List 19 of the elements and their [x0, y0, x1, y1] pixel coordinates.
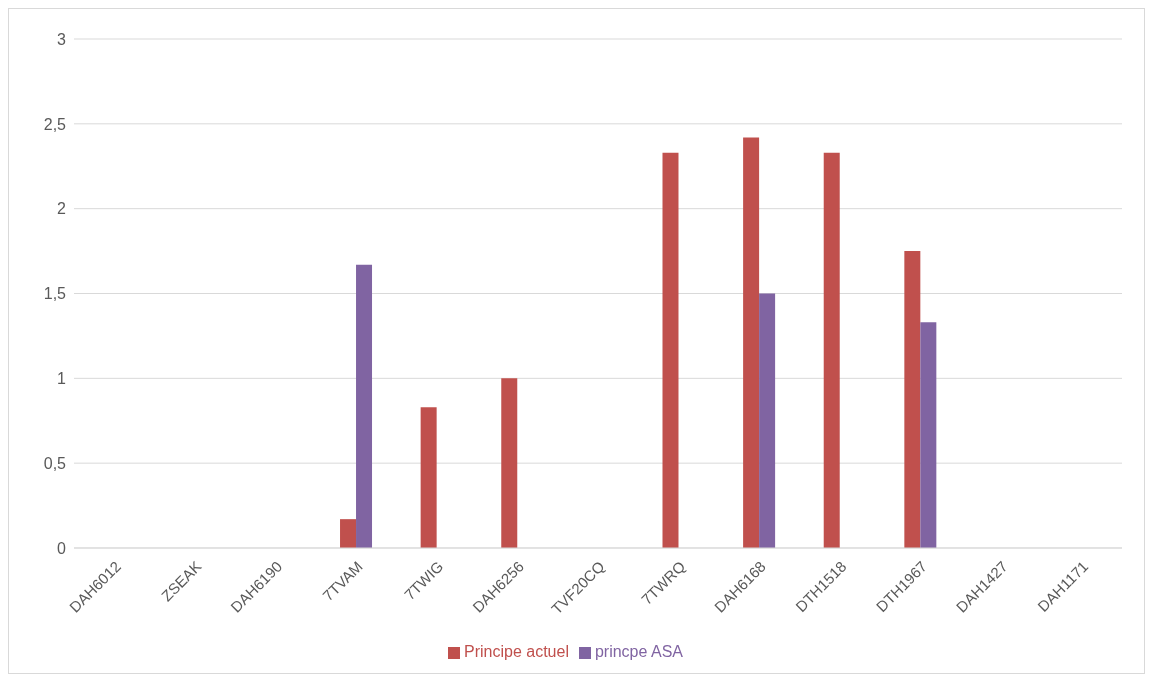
bar	[662, 152, 679, 548]
legend-label: princpe ASA	[594, 643, 683, 660]
bar	[356, 264, 373, 548]
legend-label: Principe actuel	[463, 643, 569, 660]
y-tick-label: 2	[57, 200, 67, 218]
bar	[920, 322, 937, 548]
y-tick-label: 0,5	[43, 454, 67, 472]
y-tick-label: 2,5	[43, 115, 67, 133]
bar	[904, 251, 921, 548]
bar	[743, 137, 760, 548]
bar	[501, 378, 518, 548]
bar	[340, 519, 357, 548]
y-tick-label: 3	[57, 30, 67, 48]
y-tick-label: 1	[57, 370, 67, 388]
bar	[759, 293, 776, 548]
bar	[420, 407, 437, 548]
bar	[823, 152, 840, 548]
y-tick-label: 0	[57, 539, 67, 557]
y-tick-label: 1,5	[43, 285, 67, 303]
